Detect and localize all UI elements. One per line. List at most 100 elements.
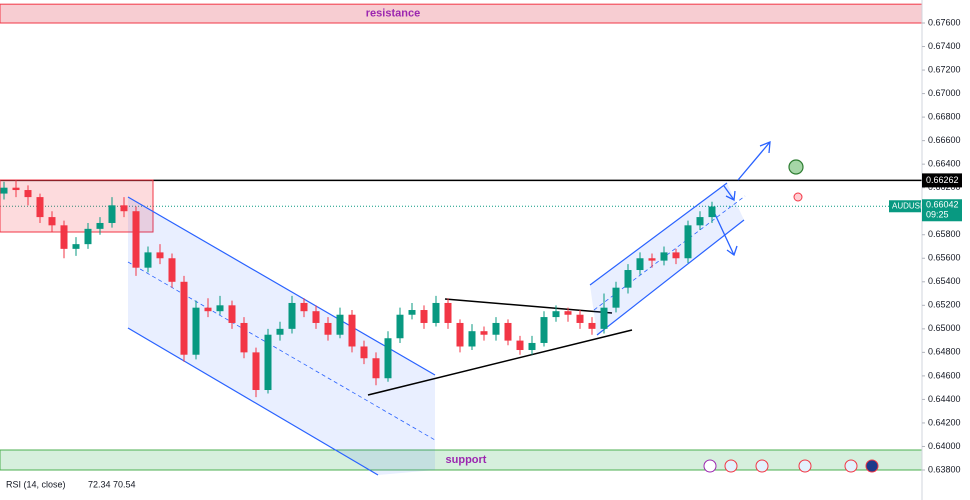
down-channel-fill xyxy=(128,197,435,475)
candle-body xyxy=(216,305,224,312)
candle-body xyxy=(168,258,176,282)
y-tick-label: 0.67200 xyxy=(928,64,961,74)
candle-body xyxy=(132,211,140,268)
indicator-legend: RSI (14, close) 72.34 70.54 xyxy=(6,479,136,489)
candle-body xyxy=(600,307,608,329)
y-tick-label: 0.67400 xyxy=(928,41,961,51)
indicator-name: RSI (14, close) xyxy=(6,479,66,489)
candle-body xyxy=(624,270,632,288)
candle-body xyxy=(384,338,392,379)
candle-body xyxy=(408,310,416,315)
candle-body xyxy=(612,287,620,308)
indicator-value: 72.34 xyxy=(88,479,111,489)
candle-body xyxy=(192,307,200,355)
arrow xyxy=(723,185,735,201)
y-tick-label: 0.67000 xyxy=(928,88,961,98)
candle-body xyxy=(576,314,584,323)
channel-line xyxy=(589,182,728,286)
event-icon[interactable] xyxy=(798,459,812,473)
countdown-label: 09:25 xyxy=(926,210,949,220)
candle-body xyxy=(0,187,8,194)
channel-line xyxy=(596,219,745,336)
candle-body xyxy=(540,317,548,343)
candle-body xyxy=(372,358,380,379)
candle-body xyxy=(156,252,164,259)
channel-line xyxy=(127,196,436,376)
candle-body xyxy=(588,322,596,329)
candle-body xyxy=(288,302,296,329)
y-tick-label: 0.65200 xyxy=(928,300,961,310)
candle-body xyxy=(432,302,440,323)
candle-body xyxy=(672,252,680,259)
arrow xyxy=(713,211,735,256)
candle-body xyxy=(24,190,32,198)
zone xyxy=(0,3,923,24)
candle-body xyxy=(684,225,692,259)
candle-body xyxy=(276,328,284,335)
event-icon[interactable] xyxy=(865,459,879,473)
candle-body xyxy=(228,305,236,323)
candle-body xyxy=(444,302,452,323)
arrow-head xyxy=(725,190,736,201)
y-tick-label: 0.64600 xyxy=(928,370,961,380)
candle-body xyxy=(300,302,308,312)
y-tick-label: 0.65400 xyxy=(928,276,961,286)
symbol-tag xyxy=(889,200,921,213)
y-tick-label: 0.66600 xyxy=(928,135,961,145)
candle-body xyxy=(660,252,668,261)
candles xyxy=(0,180,716,398)
price-axis: 0.67600 0.67400 0.67200 0.67000 0.66800 0.666… xyxy=(921,0,970,500)
candle-body xyxy=(84,228,92,245)
candle-body xyxy=(12,187,20,191)
candle-body xyxy=(120,205,128,212)
candle-body xyxy=(480,331,488,335)
y-tick-label: 0.63800 xyxy=(928,464,961,474)
arrow-head xyxy=(759,141,771,154)
candle-body xyxy=(636,258,644,271)
y-tick-label: 0.65800 xyxy=(928,229,961,239)
event-icon[interactable] xyxy=(755,459,769,473)
y-tick-label: 0.66800 xyxy=(928,111,961,121)
candle-body xyxy=(252,352,260,391)
y-tick-label: 0.65600 xyxy=(928,253,961,263)
channel-line xyxy=(127,327,379,476)
candle-body xyxy=(492,322,500,335)
candle-body xyxy=(396,314,404,339)
y-tick-label: 0.64800 xyxy=(928,347,961,357)
event-icon[interactable] xyxy=(844,459,858,473)
candle-body xyxy=(108,205,116,223)
candle-body xyxy=(72,244,80,249)
y-tick-label: 0.66400 xyxy=(928,159,961,169)
candle-body xyxy=(324,322,332,335)
candle-body xyxy=(528,342,536,351)
candle-body xyxy=(564,311,572,315)
candle-body xyxy=(516,340,524,351)
candle-body xyxy=(348,314,356,347)
level-tag-label: 0.66262 xyxy=(926,175,959,185)
event-icons xyxy=(703,459,879,473)
y-tick-label: 0.65000 xyxy=(928,323,961,333)
candle-body xyxy=(420,310,428,323)
target-marker xyxy=(788,159,804,175)
candle-body xyxy=(312,311,320,323)
candle-body xyxy=(48,217,56,226)
candle-body xyxy=(336,314,344,335)
candle-body xyxy=(360,346,368,359)
arrow xyxy=(737,141,771,181)
stop-marker xyxy=(793,192,803,202)
candle-body xyxy=(60,225,68,249)
arrow-head xyxy=(726,245,738,257)
axis-bg xyxy=(922,0,970,500)
candle-body xyxy=(180,281,188,355)
triangle-line xyxy=(367,329,633,396)
indicator-value: 70.54 xyxy=(113,479,136,489)
event-icon[interactable] xyxy=(703,459,717,473)
y-tick-label: 0.64200 xyxy=(928,417,961,427)
zone-label: support xyxy=(446,454,487,466)
level-tag xyxy=(922,173,962,188)
candle-body xyxy=(96,222,104,229)
event-icon[interactable] xyxy=(724,459,738,473)
candle-body xyxy=(696,217,704,226)
triangle-line xyxy=(444,298,613,314)
